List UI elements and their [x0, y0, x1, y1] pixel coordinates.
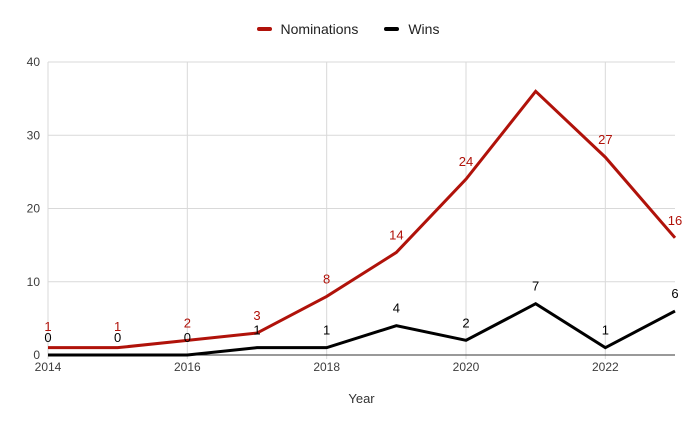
x-tick-label: 2022 — [592, 360, 619, 374]
series-line-wins[interactable] — [48, 301, 676, 357]
x-tick-label: 2014 — [35, 360, 62, 374]
data-label-nominations: 27 — [598, 132, 612, 147]
data-label-wins: 1 — [253, 323, 260, 338]
y-tick-label: 0 — [33, 348, 40, 362]
data-label-nominations: 1 — [114, 319, 121, 334]
legend-label-wins: Wins — [408, 21, 440, 37]
data-label-wins: 0 — [44, 330, 51, 345]
data-label-nominations: 3 — [253, 308, 260, 323]
data-label-nominations: 1 — [44, 319, 51, 334]
data-label-wins: 4 — [393, 301, 400, 316]
legend-item-nominations[interactable]: Nominations — [256, 21, 359, 37]
x-tick-label: 2020 — [453, 360, 480, 374]
x-axis-title: Year — [348, 391, 375, 406]
data-label-wins: 1 — [323, 323, 330, 338]
data-label-wins: 7 — [532, 279, 539, 294]
y-tick-label: 20 — [27, 202, 41, 216]
legend-item-wins[interactable]: Wins — [384, 21, 439, 37]
data-label-nominations: 2 — [184, 315, 191, 330]
legend-label-nominations: Nominations — [280, 21, 359, 37]
data-label-nominations: 24 — [459, 154, 473, 169]
y-tick-label: 10 — [27, 275, 41, 289]
data-label-wins: 0 — [114, 330, 121, 345]
y-tick-label: 30 — [27, 128, 41, 142]
legend: Nominations Wins — [0, 21, 696, 37]
data-label-nominations: 16 — [668, 213, 682, 228]
data-label-wins: 1 — [602, 323, 609, 338]
data-label-wins: 2 — [462, 315, 469, 330]
nominations-line-swatch-icon — [256, 27, 272, 31]
x-tick-label: 2018 — [313, 360, 340, 374]
data-label-nominations: 8 — [323, 271, 330, 286]
data-label-nominations: 14 — [389, 227, 403, 242]
series-line-nominations[interactable] — [48, 89, 677, 350]
y-tick-label: 40 — [27, 55, 41, 69]
data-label-wins: 0 — [184, 330, 191, 345]
x-tick-label: 2016 — [174, 360, 201, 374]
data-label-wins: 6 — [671, 286, 678, 301]
wins-line-swatch-icon — [384, 27, 400, 31]
